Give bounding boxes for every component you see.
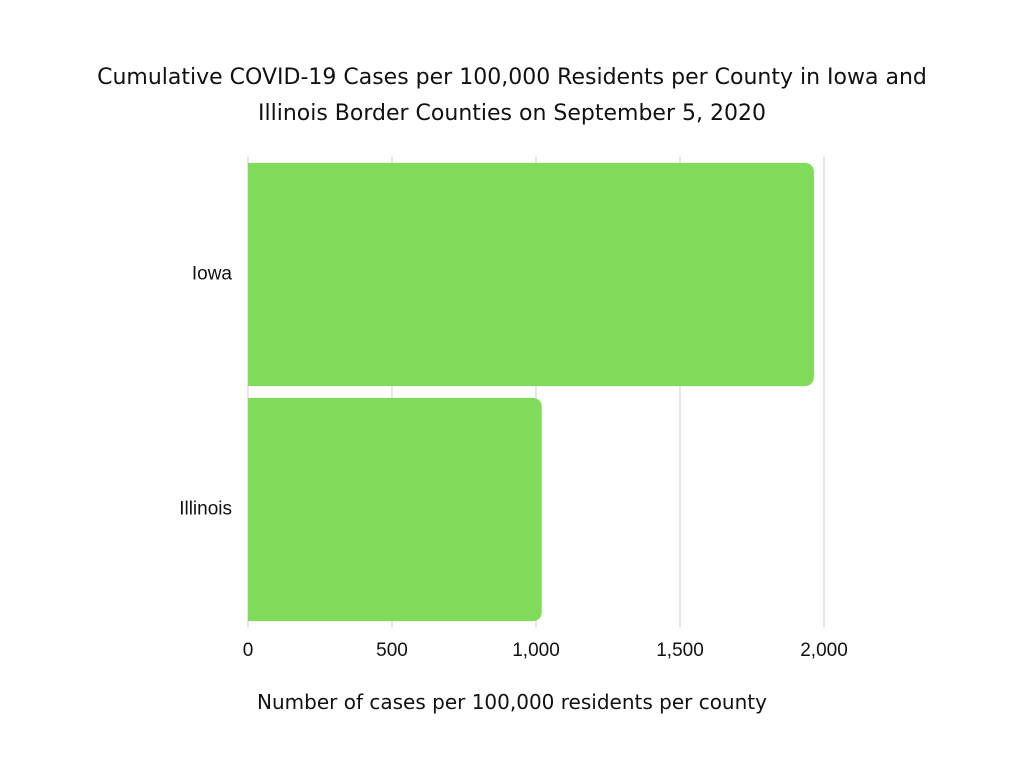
- y-tick-label: Iowa: [192, 264, 233, 285]
- x-tick-label: 500: [376, 640, 408, 661]
- x-tick-label: 2,000: [800, 640, 848, 661]
- x-tick-label: 0: [243, 640, 254, 661]
- bar: [248, 162, 814, 387]
- bar: [248, 397, 542, 622]
- x-tick-label: 1,500: [656, 640, 704, 661]
- x-tick-label: 1,000: [512, 640, 560, 661]
- x-axis-label: Number of cases per 100,000 residents pe…: [257, 690, 767, 714]
- y-tick-label: Illinois: [179, 499, 232, 520]
- chart-title: Cumulative COVID-19 Cases per 100,000 Re…: [97, 65, 927, 126]
